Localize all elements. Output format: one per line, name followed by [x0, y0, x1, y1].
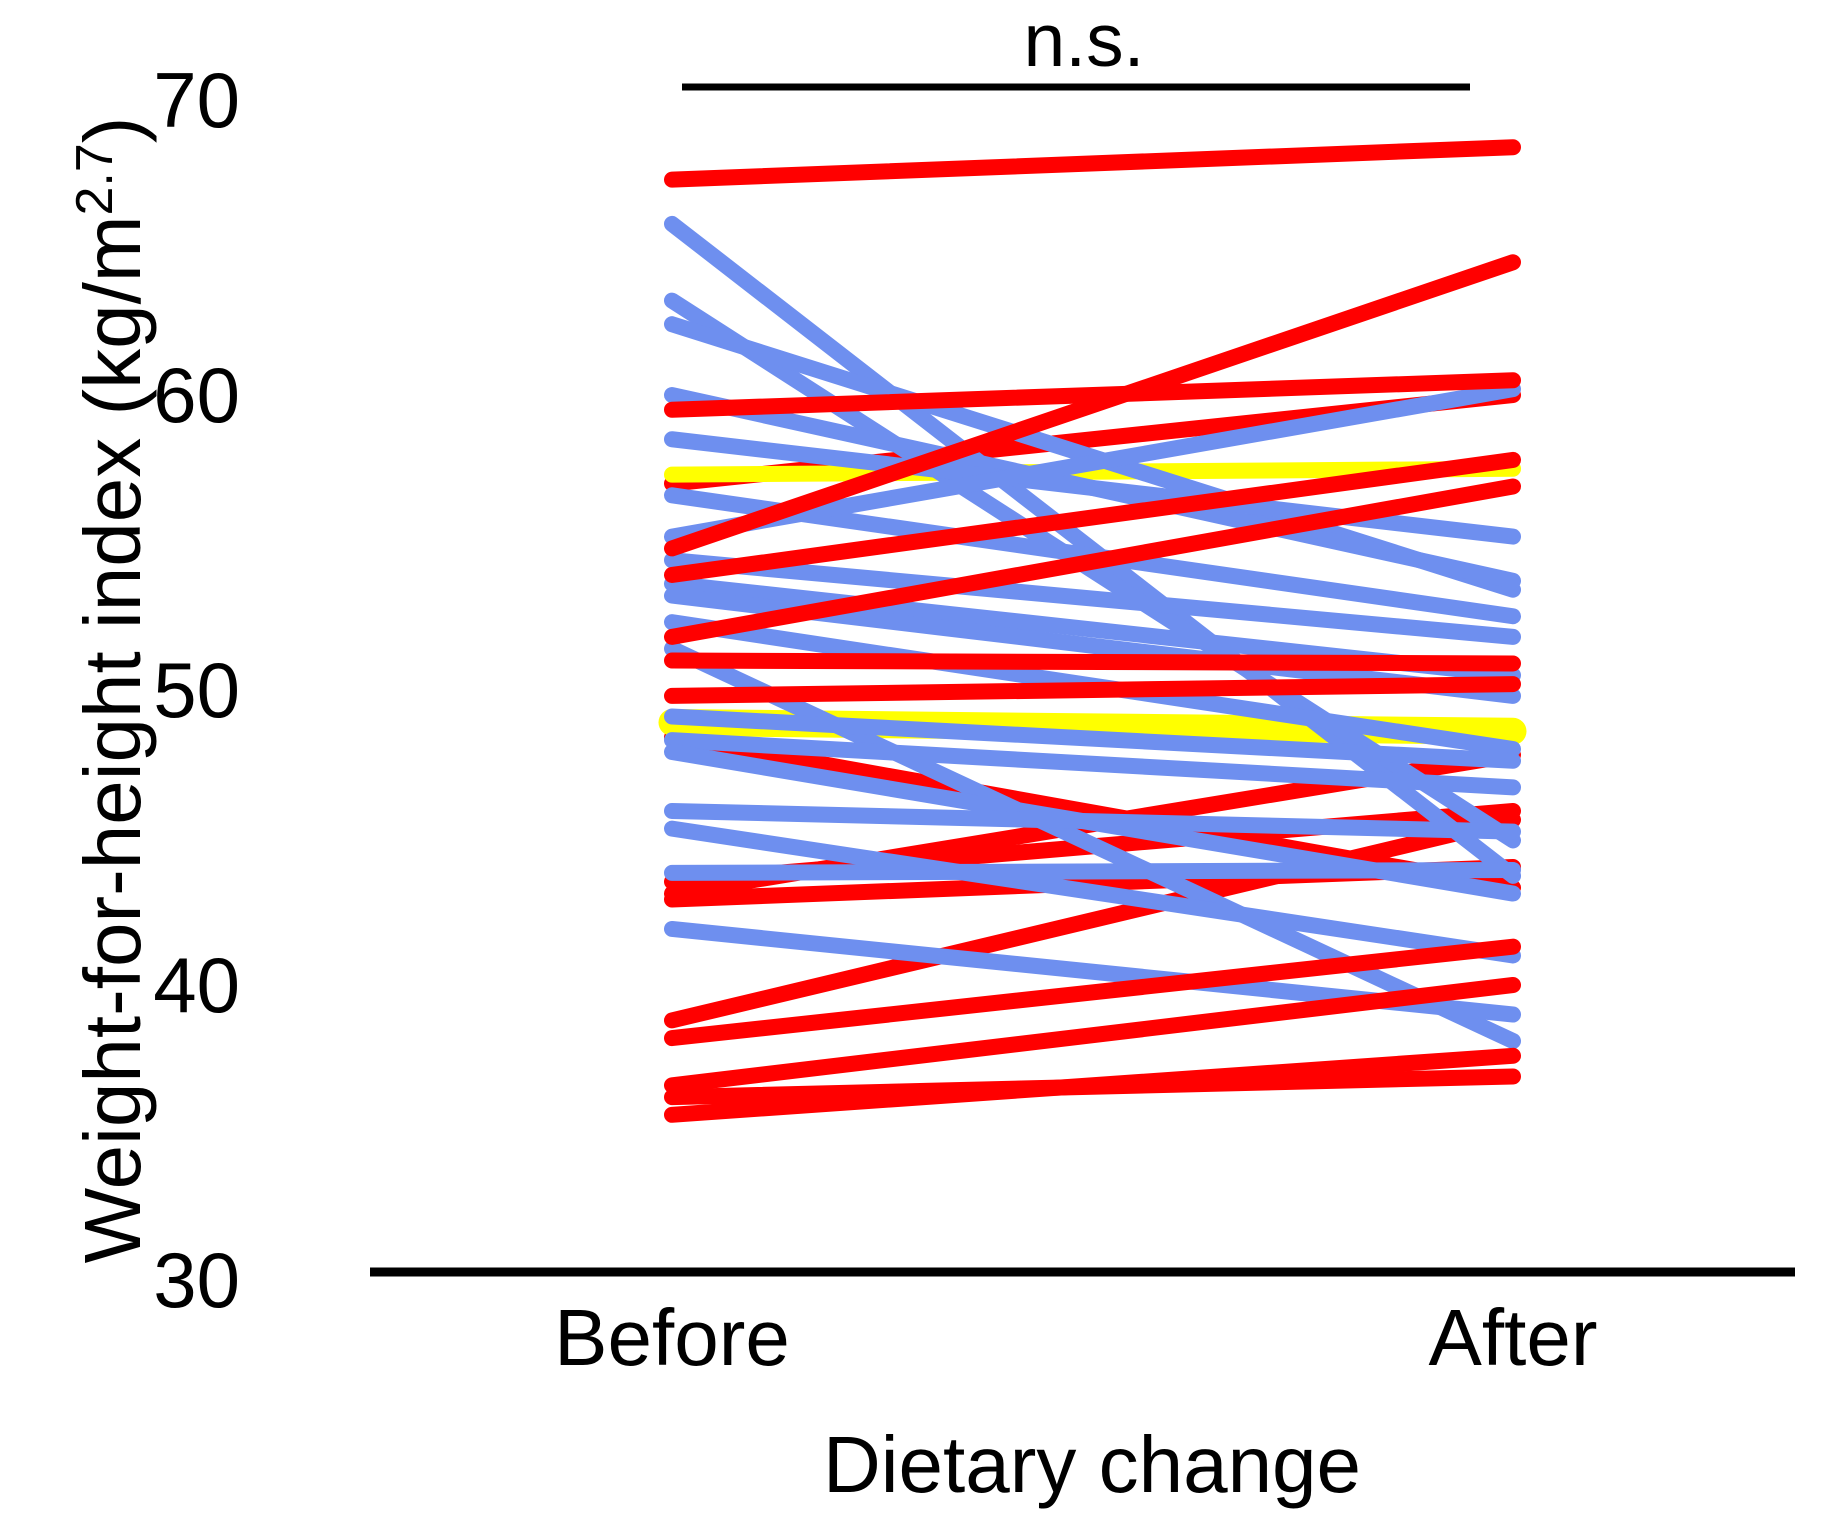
series-line-pair-red-10: [664, 254, 1521, 557]
series-line-pair-red-15: [664, 938, 1521, 1047]
series-line-pair-blue-18: [664, 861, 1521, 881]
series-line-pair-blue-05: [664, 431, 1521, 545]
y-tick-label-70: 70: [153, 56, 240, 144]
series-line-pair-blue-13: [664, 708, 1521, 769]
series-line-pair-red-12: [664, 478, 1521, 645]
significance-label: n.s.: [1024, 0, 1145, 82]
y-tick-label-50: 50: [153, 646, 240, 734]
series-line-pair-red-16: [664, 977, 1521, 1094]
y-tick-label-60: 60: [153, 351, 240, 439]
series-line-pair-blue-07: [664, 381, 1521, 545]
y-tick-label-40: 40: [153, 941, 240, 1029]
y-axis-title-exponent: 2.7: [66, 143, 124, 215]
category-label-after: After: [1429, 1293, 1598, 1382]
series-line-pair-yellow-01: [664, 460, 1521, 483]
series-line-pair-blue-17: [664, 820, 1521, 964]
series-line-pair-blue-08: [664, 552, 1521, 645]
series-line-pair-red-13: [664, 652, 1521, 672]
y-axis-title-main: Weight-for-height index (kg/m: [68, 216, 157, 1264]
y-axis-title: Weight-for-height index (kg/m2.7): [66, 117, 157, 1264]
x-axis-title: Dietary change: [823, 1420, 1361, 1509]
y-tick-label-30: 30: [153, 1236, 240, 1324]
series-line-pair-blue-12: [664, 640, 1521, 1050]
series-line-pair-red-08: [664, 139, 1521, 188]
series-line-pair-red-11: [664, 451, 1521, 583]
series-line-pair-red-06: [664, 811, 1521, 1029]
series-line-pair-red-14: [664, 676, 1521, 704]
series-line-pair-red-17: [664, 1047, 1521, 1123]
series-line-pair-blue-14: [664, 732, 1521, 796]
series-line-pair-blue-16: [664, 802, 1521, 840]
y-axis-title-close-paren: ): [68, 117, 157, 144]
category-label-before: Before: [554, 1293, 790, 1382]
series-line-pair-red-09: [664, 372, 1521, 418]
